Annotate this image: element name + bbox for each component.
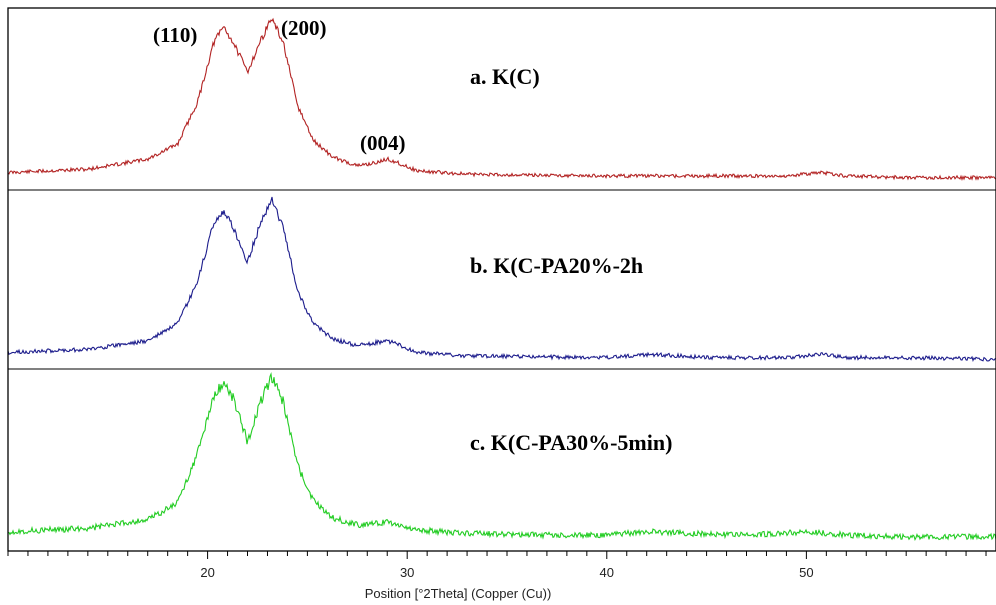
peak-label-110: (110) <box>153 23 197 47</box>
series-label-a: a. K(C) <box>470 64 540 89</box>
x-axis-title: Position [°2Theta] (Copper (Cu)) <box>365 586 552 601</box>
x-axis: 20 30 40 50 <box>7 551 987 580</box>
peak-label-200: (200) <box>281 16 327 40</box>
x-tick-label: 30 <box>400 565 414 580</box>
peak-label-004: (004) <box>360 131 406 155</box>
plot-frame <box>7 7 996 552</box>
series-line-c <box>7 372 996 541</box>
series-label-c: c. K(C-PA30%-5min) <box>470 430 672 455</box>
x-tick-label: 50 <box>799 565 813 580</box>
series-line-a <box>7 17 996 181</box>
series-line-b <box>7 196 996 363</box>
x-tick-label: 20 <box>200 565 214 580</box>
x-tick-label: 40 <box>600 565 614 580</box>
series-label-b: b. K(C-PA20%-2h <box>470 253 643 278</box>
panels-layer <box>7 17 996 541</box>
